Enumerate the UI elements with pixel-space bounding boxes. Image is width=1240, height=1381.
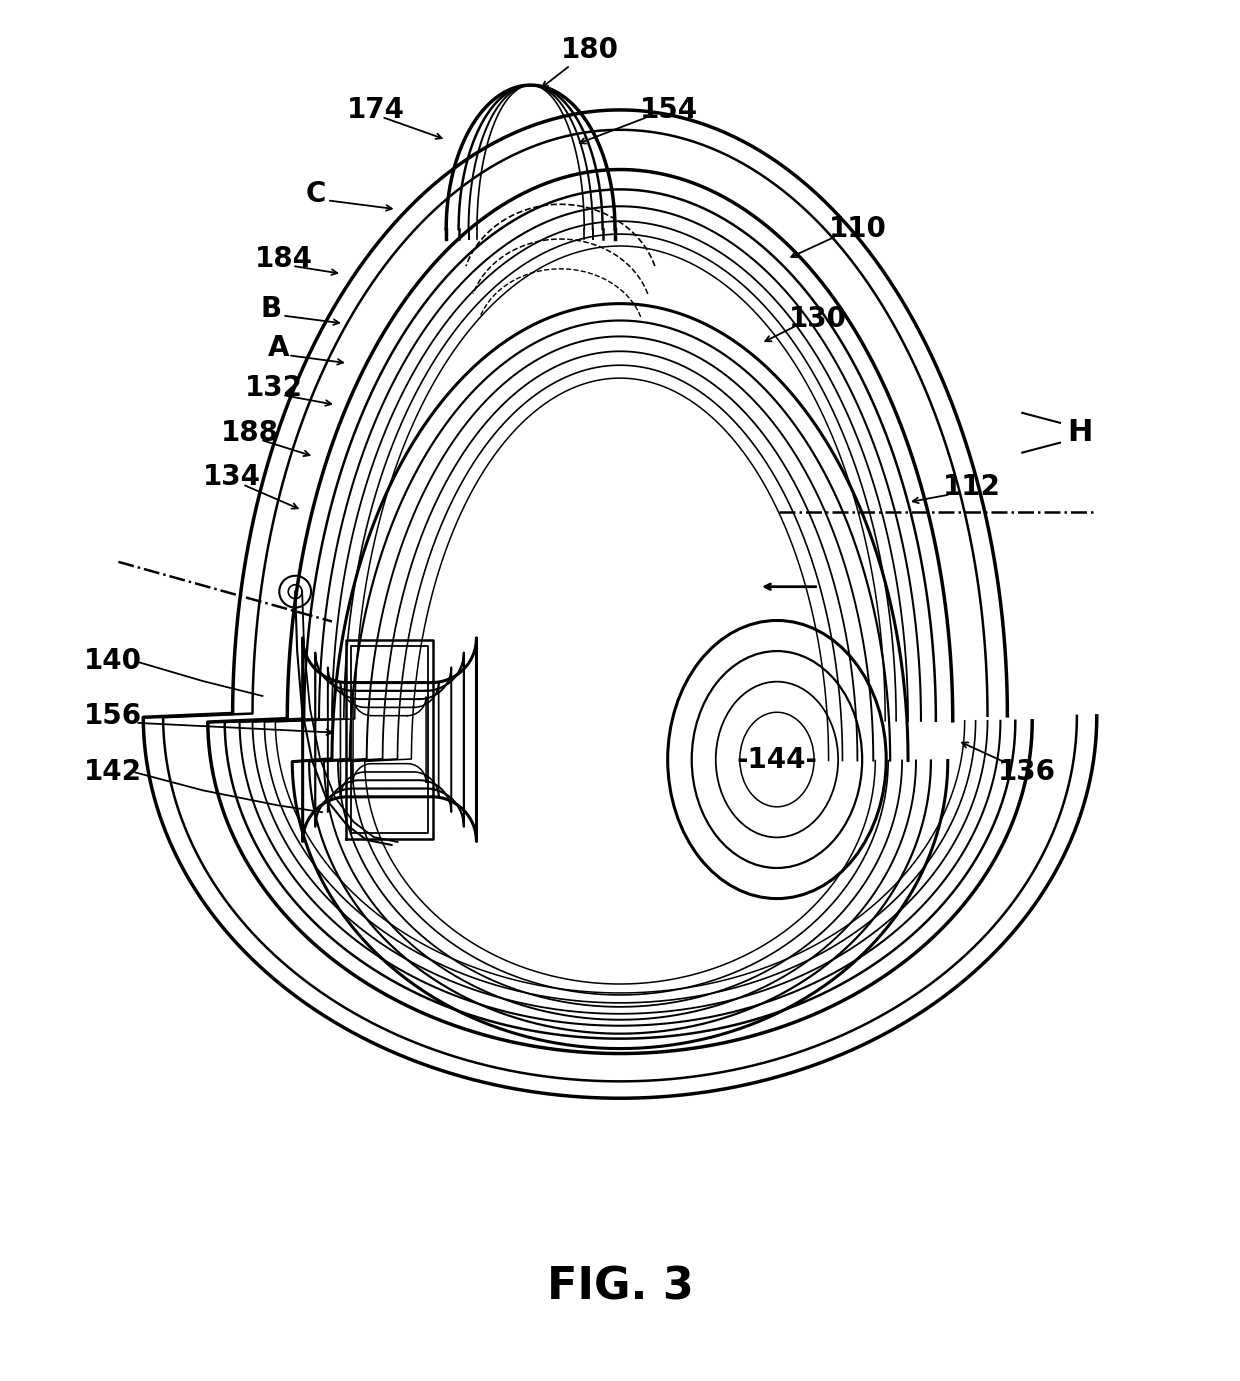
Text: 130: 130: [789, 305, 847, 333]
Text: 188: 188: [221, 418, 279, 446]
Text: B: B: [260, 294, 281, 323]
Text: -144-: -144-: [737, 746, 817, 773]
Text: A: A: [268, 334, 289, 362]
Text: 184: 184: [254, 244, 312, 273]
Text: 140: 140: [83, 648, 141, 675]
Text: 110: 110: [828, 215, 887, 243]
Text: 174: 174: [347, 95, 404, 124]
Text: 154: 154: [640, 95, 698, 124]
Text: C: C: [305, 181, 326, 209]
Text: 134: 134: [203, 464, 260, 492]
Text: 112: 112: [942, 474, 1001, 501]
Text: 132: 132: [244, 374, 303, 402]
Text: H: H: [1066, 418, 1092, 447]
Text: 142: 142: [83, 758, 141, 786]
Text: 156: 156: [83, 702, 141, 729]
Text: 180: 180: [560, 36, 619, 65]
Text: 136: 136: [997, 758, 1055, 786]
Text: FIG. 3: FIG. 3: [547, 1265, 693, 1308]
